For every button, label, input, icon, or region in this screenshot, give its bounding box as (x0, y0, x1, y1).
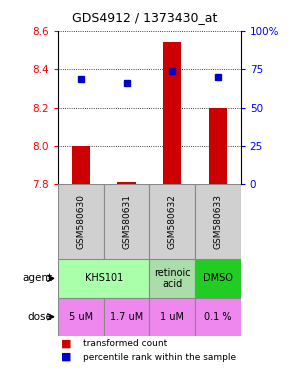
Text: GDS4912 / 1373430_at: GDS4912 / 1373430_at (72, 11, 218, 24)
Bar (195, 259, 241, 298)
Text: GSM580633: GSM580633 (213, 194, 222, 249)
Text: 5 uM: 5 uM (69, 312, 93, 322)
Text: 1.7 uM: 1.7 uM (110, 312, 143, 322)
Bar (58, 259, 149, 298)
Bar (163, 42, 181, 184)
Text: ■: ■ (61, 339, 71, 349)
Text: GSM580632: GSM580632 (168, 194, 177, 249)
Bar (149, 184, 195, 259)
Text: ■: ■ (61, 352, 71, 362)
Bar (104, 184, 149, 259)
Bar (72, 146, 90, 184)
Bar (149, 298, 195, 336)
Text: retinoic
acid: retinoic acid (154, 268, 191, 289)
Bar (117, 182, 136, 184)
Bar (58, 298, 104, 336)
Text: percentile rank within the sample: percentile rank within the sample (83, 353, 236, 362)
Text: dose: dose (27, 312, 52, 322)
Bar (195, 184, 241, 259)
Text: 1 uM: 1 uM (160, 312, 184, 322)
Text: DMSO: DMSO (203, 273, 233, 283)
Text: 0.1 %: 0.1 % (204, 312, 232, 322)
Text: agent: agent (22, 273, 52, 283)
Bar (209, 108, 227, 184)
Text: GSM580630: GSM580630 (76, 194, 85, 249)
Bar (195, 298, 241, 336)
Text: transformed count: transformed count (83, 339, 167, 348)
Bar (58, 184, 104, 259)
Text: GSM580631: GSM580631 (122, 194, 131, 249)
Bar (149, 259, 195, 298)
Text: KHS101: KHS101 (85, 273, 123, 283)
Bar (104, 298, 149, 336)
